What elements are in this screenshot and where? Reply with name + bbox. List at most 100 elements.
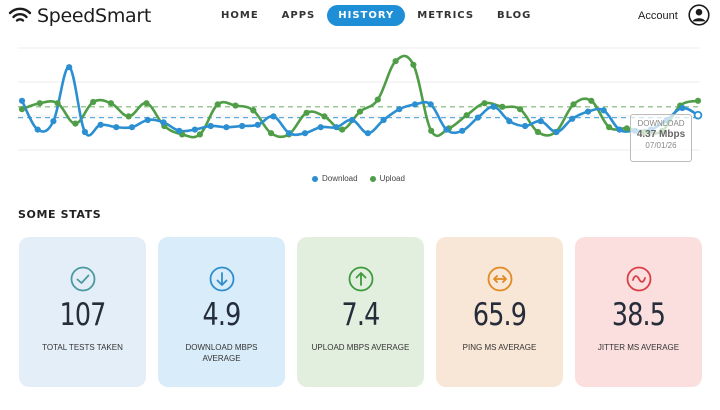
chart-gridlines [18, 47, 700, 151]
upload-data-point[interactable] [623, 125, 630, 132]
download-data-point[interactable] [254, 121, 261, 128]
upload-data-point[interactable] [588, 97, 595, 104]
download-data-point[interactable] [396, 106, 403, 113]
download-data-point[interactable] [301, 130, 309, 137]
download-data-point[interactable] [553, 128, 560, 136]
download-data-point[interactable] [128, 124, 136, 131]
upload-data-point[interactable] [428, 127, 435, 134]
upload-data-point[interactable] [339, 126, 346, 133]
upload-data-point[interactable] [268, 130, 275, 137]
upload-data-point[interactable] [90, 98, 97, 106]
stat-card-ping: 65.9 PING MS AVERAGE [436, 237, 563, 387]
stat-label: DOWNLOAD MBPS AVERAGE [185, 343, 258, 363]
stat-label: PING MS AVERAGE [462, 343, 537, 352]
stats-cards: 107 TOTAL TESTS TAKEN 4.9 DOWNLOAD MBPS … [19, 237, 702, 387]
upload-data-point[interactable] [54, 100, 61, 107]
download-data-point[interactable] [97, 121, 104, 128]
upload-data-point[interactable] [232, 102, 239, 109]
download-data-point[interactable] [160, 119, 167, 126]
download-data-point[interactable] [569, 115, 576, 122]
download-data-point[interactable] [286, 130, 293, 137]
upload-data-point[interactable] [36, 100, 43, 107]
arrows-horizontal-icon [487, 266, 512, 292]
download-data-point[interactable] [144, 116, 151, 124]
download-data-point[interactable] [66, 64, 73, 71]
upload-data-point[interactable] [72, 120, 79, 127]
upload-data-point[interactable] [694, 97, 702, 104]
upload-data-point[interactable] [517, 106, 524, 113]
stat-value: 4.9 [202, 297, 242, 333]
nav-history[interactable]: HISTORY [327, 5, 406, 26]
stats-section-title: SOME STATS [18, 208, 102, 221]
upload-data-point[interactable] [356, 108, 364, 115]
download-data-point[interactable] [364, 130, 371, 137]
download-data-point[interactable] [584, 108, 592, 115]
upload-data-point[interactable] [534, 128, 542, 136]
nav-home[interactable]: HOME [221, 10, 259, 21]
download-data-point[interactable] [113, 124, 120, 131]
download-data-point[interactable] [506, 118, 513, 125]
download-data-point[interactable] [333, 124, 340, 131]
download-data-point[interactable] [522, 122, 529, 130]
stat-card-upload: 7.4 UPLOAD MBPS AVERAGE [297, 237, 424, 387]
stat-value: 107 [59, 297, 106, 333]
upload-data-point[interactable] [214, 101, 221, 108]
account-avatar-icon[interactable] [688, 4, 710, 26]
upload-data-point[interactable] [321, 113, 328, 120]
highlighted-data-point[interactable] [693, 110, 703, 120]
download-data-point[interactable] [270, 113, 277, 120]
upload-data-point[interactable] [570, 101, 577, 108]
upload-data-point[interactable] [481, 100, 488, 107]
upload-data-point[interactable] [143, 100, 150, 107]
stat-value: 65.9 [472, 297, 527, 333]
stat-label: TOTAL TESTS TAKEN [42, 343, 123, 352]
upload-data-point[interactable] [18, 106, 26, 113]
stat-card-total-tests: 107 TOTAL TESTS TAKEN [19, 237, 146, 387]
download-data-point[interactable] [380, 116, 387, 124]
stat-label: JITTER MS AVERAGE [597, 343, 680, 352]
download-data-point[interactable] [616, 126, 623, 133]
upload-data-point[interactable] [196, 131, 203, 138]
nav-apps[interactable]: APPS [281, 10, 316, 21]
download-data-point[interactable] [427, 101, 434, 108]
download-data-point[interactable] [474, 114, 481, 121]
upload-data-point[interactable] [410, 61, 417, 68]
download-data-point[interactable] [459, 127, 466, 134]
download-data-point[interactable] [207, 122, 214, 130]
legend-download[interactable]: Download [312, 174, 358, 183]
download-data-point[interactable] [223, 124, 230, 131]
download-data-point[interactable] [239, 122, 246, 130]
nav-blog[interactable]: BLOG [497, 10, 532, 21]
upload-data-point[interactable] [303, 109, 310, 116]
download-series-line [20, 65, 699, 137]
check-circle-icon [70, 266, 95, 292]
upload-data-point[interactable] [463, 112, 470, 119]
upload-data-point[interactable] [606, 124, 613, 131]
logo[interactable]: SpeedSmart [8, 5, 151, 27]
download-data-point[interactable] [81, 128, 88, 136]
download-data-point[interactable] [50, 118, 57, 125]
download-data-point[interactable] [443, 126, 450, 133]
upload-data-point[interactable] [499, 103, 506, 110]
stat-label: UPLOAD MBPS AVERAGE [311, 343, 410, 352]
account-link[interactable]: Account [638, 10, 678, 22]
upload-data-point[interactable] [250, 107, 257, 114]
nav-metrics[interactable]: METRICS [417, 10, 475, 21]
download-data-point[interactable] [537, 118, 544, 125]
upload-data-point[interactable] [125, 113, 132, 120]
download-data-point[interactable] [34, 126, 41, 133]
legend-upload[interactable]: Upload [369, 174, 405, 183]
download-data-point[interactable] [349, 116, 356, 124]
upload-data-point[interactable] [374, 96, 381, 103]
download-data-point[interactable] [490, 103, 497, 110]
upload-data-point[interactable] [107, 100, 114, 107]
download-data-point[interactable] [600, 107, 607, 114]
stat-value: 7.4 [341, 297, 381, 333]
download-data-point[interactable] [191, 126, 198, 133]
download-data-point[interactable] [18, 97, 26, 104]
download-data-point[interactable] [176, 127, 183, 134]
download-data-point[interactable] [317, 124, 324, 131]
download-data-point[interactable] [411, 101, 419, 108]
upload-data-point[interactable] [392, 58, 399, 65]
download-data-point[interactable] [679, 104, 686, 112]
